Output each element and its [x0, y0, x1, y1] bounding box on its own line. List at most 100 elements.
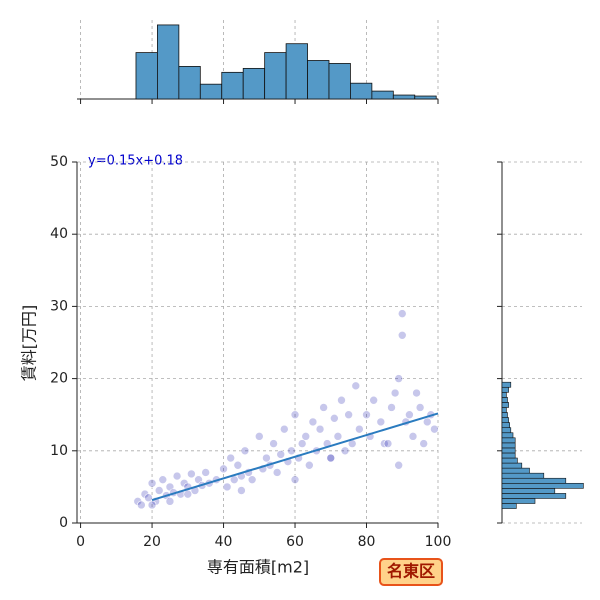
point: [408, 432, 418, 441]
x-tick-label: 20: [143, 534, 161, 550]
hist-bar: [501, 437, 516, 444]
hist-bar: [328, 63, 351, 100]
y-axis-label: 賃料[万円]: [20, 305, 39, 382]
point: [397, 330, 407, 340]
point: [419, 439, 429, 448]
badge-box: [379, 558, 443, 586]
hist-bar: [199, 83, 223, 100]
x-axis-label: 専有面積[m2]: [207, 558, 309, 577]
y-tick-label: 50: [50, 154, 68, 170]
hist-bar: [285, 43, 308, 100]
hist-bar: [178, 66, 201, 100]
point: [397, 309, 407, 318]
y-tick-label: 40: [50, 226, 68, 242]
hist-bar: [501, 386, 509, 393]
y-tick-label: 0: [59, 515, 68, 531]
y-tick-label: 10: [50, 443, 68, 459]
point: [340, 446, 350, 456]
hist-bar: [501, 422, 510, 428]
point: [422, 417, 432, 427]
point: [219, 464, 228, 474]
point: [330, 414, 339, 423]
point: [394, 460, 403, 470]
point: [305, 460, 314, 470]
point: [254, 432, 264, 441]
point: [233, 460, 243, 470]
point: [412, 388, 421, 398]
point: [326, 453, 336, 463]
point: [308, 417, 318, 427]
point: [140, 489, 150, 499]
hist-bar: [501, 452, 516, 459]
badge: 名東区: [387, 562, 435, 581]
fit-equation: y=0.15x+0.18: [88, 154, 183, 169]
hist-bar: [501, 472, 545, 479]
hist-bar: [501, 442, 516, 449]
hist-bar: [501, 482, 584, 489]
hist-bar: [501, 427, 512, 434]
hist-bar: [501, 381, 512, 388]
hist-bar: [501, 432, 514, 439]
point: [315, 424, 325, 434]
hist-bar: [501, 412, 508, 418]
hist-bar: [501, 417, 509, 423]
point: [172, 471, 182, 481]
hist-bar: [242, 67, 266, 100]
point: [344, 410, 353, 420]
y-tick-label: 30: [50, 298, 68, 314]
hist-bar: [501, 467, 530, 474]
hist-bar: [501, 498, 536, 504]
point: [222, 482, 232, 492]
hist-bar: [264, 52, 287, 100]
point: [137, 500, 146, 510]
hist-bar: [501, 477, 567, 484]
hist-bar: [501, 392, 507, 398]
fit-line: [151, 412, 439, 501]
y-tick-label: 20: [50, 371, 68, 387]
point: [430, 424, 439, 434]
point: [240, 446, 250, 456]
point: [226, 453, 235, 463]
point: [415, 403, 425, 412]
point: [237, 486, 246, 495]
hist-bar: [501, 402, 509, 408]
hist-bar: [501, 493, 567, 499]
point: [247, 475, 257, 484]
point: [269, 439, 278, 448]
x-tick-label: 100: [425, 534, 452, 550]
point: [147, 500, 157, 510]
point: [369, 395, 378, 405]
hist-bar: [221, 71, 244, 100]
hist-bar: [501, 397, 508, 403]
point: [390, 388, 400, 398]
point: [405, 410, 414, 420]
point: [333, 432, 343, 441]
point: [319, 403, 328, 412]
hist-bar: [135, 52, 158, 100]
x-tick-label: 80: [358, 534, 376, 550]
point: [201, 468, 210, 477]
point: [272, 468, 282, 477]
hist-bar: [501, 488, 556, 494]
point: [158, 475, 168, 484]
point: [376, 417, 386, 427]
point: [362, 410, 371, 420]
point: [287, 446, 296, 456]
point: [179, 478, 189, 488]
hist-bar: [501, 457, 518, 464]
point: [290, 475, 300, 484]
point: [297, 439, 307, 448]
hist-bar: [350, 82, 373, 100]
point: [133, 497, 143, 506]
point: [187, 469, 196, 479]
hist-bar: [157, 24, 180, 100]
point: [183, 489, 193, 499]
point: [276, 450, 286, 459]
hist-bar: [501, 447, 516, 454]
x-tick-label: 40: [215, 534, 233, 550]
hist-bar: [371, 90, 394, 100]
hist-bar: [501, 407, 507, 413]
point: [337, 395, 346, 405]
hist-bar: [501, 462, 523, 469]
